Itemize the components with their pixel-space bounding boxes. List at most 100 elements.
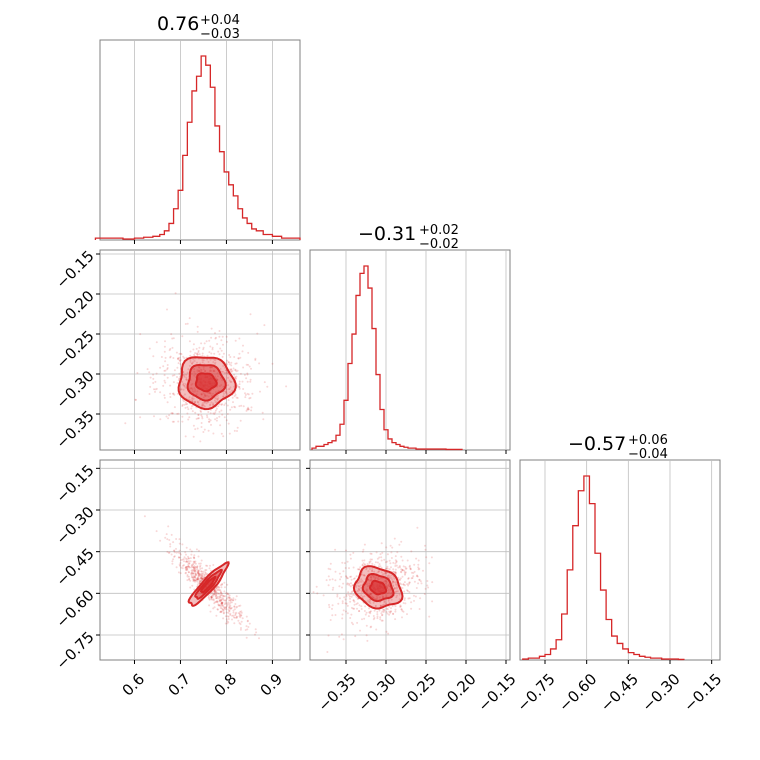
scatter-p1-p3-point — [198, 582, 201, 585]
scatter-p1-p3-point — [216, 601, 219, 604]
scatter-p1-p2-point — [163, 379, 166, 382]
scatter-p1-p3-point — [192, 560, 195, 563]
scatter-p1-p3-point — [246, 619, 249, 622]
scatter-p2-p3-point — [374, 561, 377, 564]
scatter-p1-p2-point — [227, 388, 230, 391]
scatter-p1-p3-point — [186, 575, 189, 578]
scatter-p1-p3-point — [227, 608, 230, 611]
scatter-p1-p2-point — [187, 418, 190, 421]
scatter-p2-p3-point — [373, 597, 376, 600]
scatter-p1-p3-point — [236, 605, 239, 608]
scatter-p1-p2-point — [208, 391, 211, 394]
scatter-p1-p3-point — [233, 608, 236, 611]
scatter-p1-p3-point — [178, 549, 181, 552]
scatter-p1-p3-point — [208, 567, 211, 570]
scatter-p1-p2-point — [209, 412, 212, 415]
scatter-p1-p2-point — [212, 361, 215, 364]
scatter-p1-p2-point — [196, 361, 198, 364]
scatter-p1-p2-point — [174, 292, 177, 295]
scatter-p1-p3-point — [198, 562, 201, 565]
scatter-p1-p2-point — [190, 407, 193, 410]
scatter-p2-p3-point — [391, 546, 394, 549]
scatter-p1-p3-point — [238, 613, 241, 616]
scatter-p1-p3-point — [193, 556, 196, 559]
scatter-p1-p3-point — [220, 602, 223, 605]
scatter-p2-p3-point — [331, 614, 334, 617]
scatter-p2-p3-point — [350, 575, 353, 578]
scatter-p1-p2-point — [212, 403, 215, 406]
scatter-p1-p2-point — [164, 356, 167, 359]
scatter-p1-p2-point — [224, 371, 226, 374]
scatter-p2-p3-point — [365, 567, 368, 570]
scatter-p1-p2-point — [221, 413, 224, 416]
scatter-p1-p3-point — [223, 607, 226, 609]
scatter-p1-p3-point — [254, 628, 257, 631]
scatter-p1-p2-point — [222, 343, 224, 346]
scatter-p2-p3-point — [390, 566, 392, 569]
scatter-p2-p3-point — [401, 568, 404, 571]
scatter-p1-p3-point — [221, 604, 224, 607]
scatter-p1-p3-point — [197, 570, 200, 573]
scatter-p1-p2-point — [200, 426, 203, 428]
scatter-p2-p3-point — [396, 590, 399, 593]
scatter-p2-p3-point — [384, 561, 387, 564]
scatter-p1-p2-point — [196, 353, 199, 356]
scatter-p1-p2-point — [204, 369, 207, 372]
scatter-p1-p2-point — [164, 369, 167, 372]
scatter-p1-p3-point — [248, 622, 251, 625]
scatter-p1-p2-point — [196, 390, 199, 393]
scatter-p1-p2-point — [194, 389, 197, 391]
scatter-p1-p2-point — [237, 357, 240, 360]
scatter-p1-p2-point — [212, 432, 215, 435]
scatter-p1-p3-point — [198, 572, 201, 575]
scatter-p1-p2-point — [169, 355, 172, 358]
scatter-p1-p3-point — [234, 603, 237, 605]
scatter-p1-p2-point — [195, 352, 198, 355]
scatter-p2-p3-point — [379, 616, 382, 619]
scatter-p1-p3-point — [172, 558, 175, 561]
scatter-p1-p2-point — [181, 380, 184, 383]
scatter-p1-p2-point — [254, 359, 257, 361]
scatter-p1-p3-point — [185, 553, 187, 556]
scatter-p1-p2-point — [201, 352, 204, 355]
scatter-p1-p2-point — [170, 412, 173, 415]
scatter-p1-p3-point — [205, 569, 208, 571]
scatter-p1-p3-point — [175, 547, 177, 550]
scatter-p1-p3-point — [230, 601, 233, 604]
scatter-p2-p3-point — [403, 569, 406, 572]
scatter-p2-p3-point — [358, 589, 361, 592]
scatter-p1-p3-point — [216, 587, 218, 589]
scatter-p2-p3-point — [416, 574, 419, 577]
scatter-p1-p3-point — [220, 592, 222, 595]
scatter-p1-p2-point — [216, 372, 219, 375]
scatter-p1-p2-point — [236, 430, 238, 432]
scatter-p2-p3-point — [368, 601, 370, 603]
scatter-p2-p3-point — [378, 609, 381, 612]
scatter-p1-p2-point — [173, 406, 176, 409]
scatter-p1-p2-point — [236, 397, 239, 399]
scatter-p1-p3-point — [182, 564, 185, 567]
scatter-p1-p3-point — [220, 603, 223, 606]
scatter-p1-p3-point — [222, 611, 225, 614]
scatter-p1-p2-point — [211, 403, 214, 406]
scatter-p1-p2-point — [169, 347, 172, 350]
scatter-p1-p2-point — [208, 420, 211, 423]
scatter-p1-p2-point — [139, 333, 142, 336]
scatter-p1-p3-point — [187, 571, 190, 574]
scatter-p1-p3-point — [202, 577, 204, 580]
scatter-p1-p2-point — [159, 391, 162, 394]
scatter-p1-p3-point — [213, 606, 216, 609]
scatter-p1-p2-point — [172, 392, 174, 395]
scatter-p1-p3-point — [203, 574, 206, 577]
scatter-p2-p3-point — [378, 556, 381, 559]
scatter-p1-p3-point — [183, 560, 185, 563]
scatter-p2-p3-point — [332, 586, 335, 589]
scatter-p1-p3-point — [202, 570, 205, 573]
scatter-p2-p3-point — [408, 581, 411, 584]
scatter-p1-p3-point — [230, 606, 233, 609]
scatter-p1-p3-point — [215, 614, 218, 617]
scatter-p1-p3-point — [193, 561, 196, 564]
scatter-p1-p2-point — [247, 408, 250, 411]
scatter-p1-p3-point — [220, 586, 223, 589]
scatter-p1-p3-point — [229, 607, 232, 610]
